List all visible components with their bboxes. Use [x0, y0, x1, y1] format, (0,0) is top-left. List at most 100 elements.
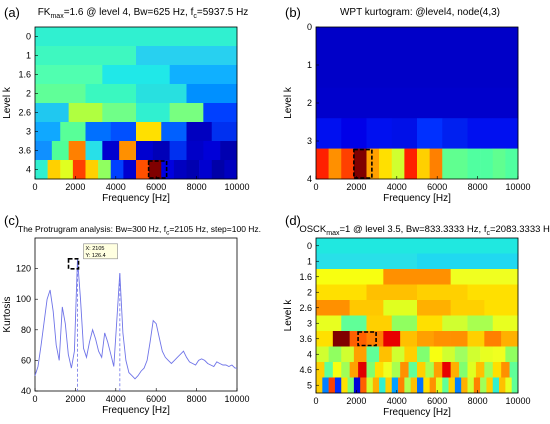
- heatmap-cell: [425, 362, 434, 378]
- heatmap-cell: [451, 269, 519, 285]
- heatmap-cell: [512, 378, 519, 394]
- heatmap-cell: [493, 378, 500, 394]
- heatmap-cell: [400, 331, 417, 347]
- panel-d-y-tick-label: 3: [307, 318, 312, 328]
- heatmap-cell: [316, 118, 342, 149]
- panel-c-title: The Protrugram analysis: Bw=300 Hz, fc=2…: [18, 224, 261, 237]
- heatmap-cell: [161, 160, 174, 179]
- heatmap-cell: [417, 316, 443, 332]
- heatmap-cell: [367, 347, 380, 363]
- heatmap-cell: [324, 362, 333, 378]
- heatmap-cell: [468, 316, 494, 332]
- heatmap-cell: [341, 149, 354, 180]
- heatmap-cell: [341, 118, 367, 149]
- panel-a-x-tick-label: 0: [32, 182, 37, 192]
- panel-a-y-tick-label: 3.6: [18, 146, 31, 156]
- heatmap-cell: [358, 362, 367, 378]
- panel-a-y-tick-label: 0: [26, 32, 31, 42]
- heatmap-cell: [417, 149, 430, 180]
- heatmap-cell: [187, 141, 204, 160]
- panel-c-datatip-y: Y: 126.4: [86, 253, 106, 259]
- heatmap-cell: [187, 160, 200, 179]
- heatmap-cell: [136, 46, 237, 65]
- heatmap-cell: [329, 378, 336, 394]
- heatmap-cell: [409, 362, 418, 378]
- heatmap-cell: [187, 122, 213, 141]
- heatmap-cell: [442, 316, 468, 332]
- heatmap-cell: [341, 378, 348, 394]
- heatmap-cell: [430, 149, 443, 180]
- heatmap-cell: [367, 118, 393, 149]
- heatmap-cell: [417, 347, 430, 363]
- heatmap-cell: [69, 103, 103, 122]
- heatmap-cell: [119, 141, 136, 160]
- panel-b-y-tick-label: 4: [307, 174, 312, 184]
- panel-a-x-tick-label: 2000: [65, 182, 85, 192]
- heatmap-cell: [455, 149, 468, 180]
- heatmap-cell: [360, 378, 367, 394]
- panel-c-x-tick-label: 4000: [106, 394, 126, 404]
- heatmap-cell: [379, 149, 392, 180]
- heatmap-cell: [367, 149, 380, 180]
- heatmap-cell: [404, 149, 417, 180]
- panel-b-y-label: Level k: [283, 86, 294, 119]
- heatmap-cell: [442, 362, 451, 378]
- heatmap-cell: [434, 331, 451, 347]
- heatmap-cell: [392, 362, 401, 378]
- panel-c-x-tick-label: 0: [32, 394, 37, 404]
- panel-d-y-tick-label: 1: [307, 256, 312, 266]
- heatmap-cell: [350, 362, 359, 378]
- heatmap-cell: [316, 149, 329, 180]
- panel-c-y-label: Kurtosis: [2, 296, 13, 332]
- heatmap-cell: [35, 103, 69, 122]
- heatmap-cell: [493, 149, 506, 180]
- panel-b-x-tick-label: 2000: [346, 182, 366, 192]
- panel-d-y-tick-label: 1.6: [299, 272, 312, 282]
- heatmap-cell: [102, 103, 136, 122]
- heatmap-cell: [316, 27, 518, 58]
- heatmap-cell: [111, 122, 137, 141]
- panel-d-title: OSCKmax=1 @ level 3.5, Bw=833.3333 Hz, f…: [299, 224, 550, 237]
- heatmap-cell: [434, 362, 443, 378]
- heatmap-cell: [341, 362, 350, 378]
- heatmap-cell: [136, 103, 170, 122]
- heatmap-cell: [203, 141, 220, 160]
- heatmap-cell: [199, 160, 212, 179]
- heatmap-cell: [385, 378, 392, 394]
- heatmap-cell: [484, 331, 501, 347]
- heatmap-cell: [442, 347, 455, 363]
- heatmap-cell: [468, 347, 481, 363]
- heatmap-cell: [480, 347, 493, 363]
- heatmap-cell: [417, 88, 468, 119]
- heatmap-cell: [468, 331, 485, 347]
- panel-c-label: (c): [4, 213, 19, 228]
- panel-a-y-tick-label: 3: [26, 127, 31, 137]
- heatmap-cell: [499, 378, 506, 394]
- panel-c-y-tick-label: 40: [21, 386, 31, 396]
- heatmap-cell: [417, 57, 518, 88]
- heatmap-cell: [484, 362, 493, 378]
- heatmap-cell: [136, 141, 153, 160]
- heatmap-cell: [153, 141, 170, 160]
- heatmap-cell: [442, 378, 449, 394]
- panel-a-title: FKmax=1.6 @ level 4, Bw=625 Hz, fc=5937.…: [38, 7, 249, 20]
- heatmap-cell: [316, 269, 384, 285]
- heatmap-cell: [316, 285, 367, 301]
- heatmap-cell: [333, 331, 350, 347]
- heatmap-cell: [335, 378, 342, 394]
- heatmap-cell: [48, 160, 61, 179]
- panel-b-x-tick-label: 4000: [387, 182, 407, 192]
- panel-c: (c) The Protrugram analysis: Bw=300 Hz, …: [2, 213, 261, 416]
- heatmap-cell: [417, 118, 443, 149]
- panel-d-x-label: Frequency [Hz]: [383, 407, 451, 418]
- heatmap-cell: [484, 300, 518, 316]
- heatmap-cell: [136, 84, 187, 103]
- heatmap-cell: [430, 347, 443, 363]
- heatmap-cell: [461, 378, 468, 394]
- panel-a-y-tick-label: 2.6: [18, 108, 31, 118]
- heatmap-cell: [123, 160, 136, 179]
- heatmap-cell: [493, 347, 506, 363]
- heatmap-cell: [98, 160, 111, 179]
- heatmap-cell: [392, 118, 418, 149]
